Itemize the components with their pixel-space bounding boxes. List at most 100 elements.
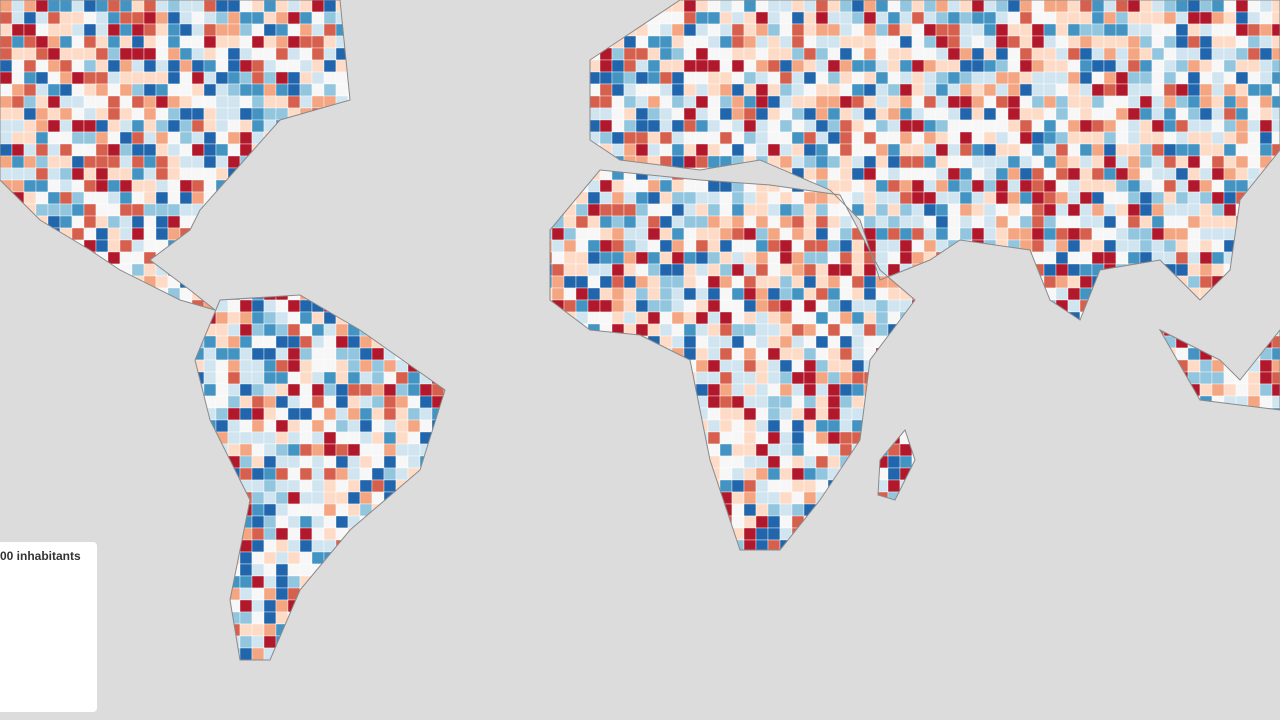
region	[1079, 23, 1093, 37]
region	[1163, 35, 1177, 49]
region	[143, 263, 157, 277]
region	[143, 95, 157, 109]
region	[731, 143, 745, 157]
region	[95, 179, 109, 193]
region	[863, 95, 877, 109]
region	[59, 0, 73, 13]
region	[251, 299, 265, 313]
region	[1247, 83, 1261, 97]
region	[1127, 239, 1141, 253]
region	[311, 23, 325, 37]
region	[899, 191, 913, 205]
region	[1247, 107, 1261, 121]
region	[887, 143, 901, 157]
region	[1055, 119, 1069, 133]
region	[743, 407, 757, 421]
region	[263, 467, 277, 481]
region	[1271, 107, 1280, 121]
region	[947, 23, 961, 37]
region	[1199, 47, 1213, 61]
region	[1175, 191, 1189, 205]
region	[335, 419, 349, 433]
region	[887, 83, 901, 97]
region	[1223, 383, 1237, 397]
region	[815, 287, 829, 301]
region	[719, 407, 733, 421]
region	[1247, 59, 1261, 73]
region	[923, 11, 937, 25]
region	[611, 275, 625, 289]
region	[659, 59, 673, 73]
region	[323, 479, 337, 493]
region	[599, 299, 613, 313]
region	[1151, 83, 1165, 97]
region	[719, 23, 733, 37]
region	[155, 179, 169, 193]
region	[635, 95, 649, 109]
region	[335, 455, 349, 469]
region	[839, 215, 853, 229]
region	[203, 179, 217, 193]
region	[167, 215, 181, 229]
region	[215, 407, 229, 421]
region	[263, 347, 277, 361]
region	[203, 59, 217, 73]
region	[779, 107, 793, 121]
region	[0, 131, 13, 145]
region	[707, 443, 721, 457]
region	[899, 0, 913, 13]
region	[767, 119, 781, 133]
region	[719, 0, 733, 13]
region	[1163, 83, 1177, 97]
region	[119, 203, 133, 217]
region	[731, 359, 745, 373]
region	[971, 59, 985, 73]
region	[131, 59, 145, 73]
region	[1103, 203, 1117, 217]
region	[1031, 59, 1045, 73]
region	[1211, 167, 1225, 181]
region	[203, 119, 217, 133]
region	[851, 395, 865, 409]
region	[887, 47, 901, 61]
region	[863, 203, 877, 217]
region	[1007, 155, 1021, 169]
region	[143, 239, 157, 253]
region	[1043, 251, 1057, 265]
region	[1127, 83, 1141, 97]
region	[347, 371, 361, 385]
region	[779, 227, 793, 241]
region	[239, 335, 253, 349]
region	[1235, 119, 1249, 133]
region	[1223, 143, 1237, 157]
region	[1223, 131, 1237, 145]
region	[719, 47, 733, 61]
region	[611, 59, 625, 73]
region	[827, 215, 841, 229]
region	[719, 239, 733, 253]
region	[779, 431, 793, 445]
region	[779, 347, 793, 361]
region	[659, 263, 673, 277]
region	[239, 95, 253, 109]
region	[275, 23, 289, 37]
region	[935, 0, 949, 13]
region	[923, 47, 937, 61]
region	[695, 143, 709, 157]
region	[83, 203, 97, 217]
region	[683, 251, 697, 265]
region	[803, 95, 817, 109]
region	[815, 407, 829, 421]
region	[1235, 71, 1249, 85]
region	[0, 143, 13, 157]
region	[371, 455, 385, 469]
region	[887, 455, 901, 469]
region	[383, 419, 397, 433]
region	[611, 191, 625, 205]
region	[779, 311, 793, 325]
region	[707, 203, 721, 217]
region	[815, 0, 829, 13]
region	[1163, 23, 1177, 37]
region	[1235, 35, 1249, 49]
region	[251, 407, 265, 421]
